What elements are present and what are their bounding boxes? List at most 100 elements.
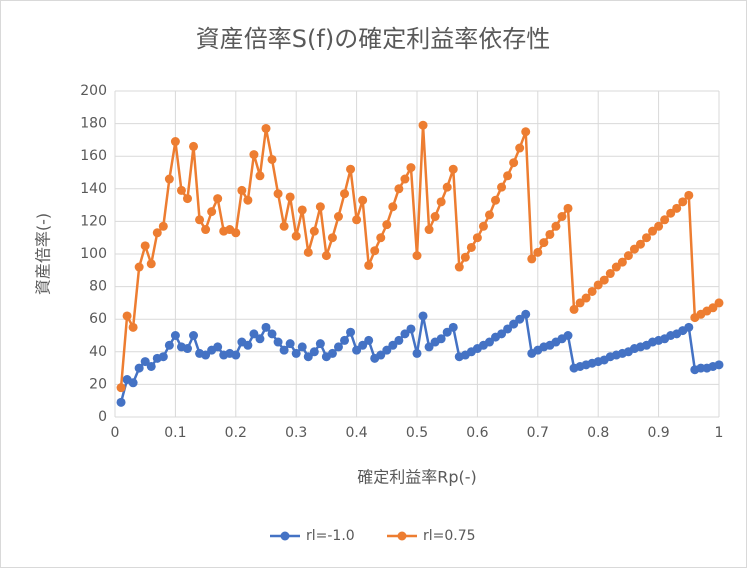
data-point bbox=[152, 228, 162, 238]
data-point bbox=[182, 194, 192, 204]
data-point bbox=[176, 185, 186, 195]
data-point bbox=[346, 164, 356, 174]
data-point bbox=[412, 251, 422, 261]
data-point bbox=[684, 190, 694, 200]
x-tick-label: 0.6 bbox=[466, 425, 488, 441]
data-point bbox=[491, 195, 501, 205]
data-point bbox=[146, 259, 156, 269]
data-point bbox=[575, 298, 585, 308]
data-point bbox=[291, 348, 301, 358]
data-point bbox=[635, 239, 645, 249]
data-point bbox=[333, 342, 343, 352]
data-point bbox=[340, 335, 350, 345]
data-point bbox=[279, 221, 289, 231]
y-tick-label: 100 bbox=[80, 246, 107, 262]
data-point bbox=[545, 229, 555, 239]
data-point bbox=[509, 158, 519, 168]
y-tick-label: 160 bbox=[80, 148, 107, 164]
data-point bbox=[400, 329, 410, 339]
data-point bbox=[279, 345, 289, 355]
data-point bbox=[231, 350, 241, 360]
data-point bbox=[509, 319, 519, 329]
data-point bbox=[708, 303, 718, 313]
data-point bbox=[418, 311, 428, 321]
data-point bbox=[436, 334, 446, 344]
data-point bbox=[140, 357, 150, 367]
data-point bbox=[478, 221, 488, 231]
x-tick-label: 1 bbox=[715, 425, 724, 441]
data-point bbox=[593, 280, 603, 290]
data-point bbox=[297, 205, 307, 215]
data-point bbox=[515, 143, 525, 153]
data-point bbox=[243, 195, 253, 205]
y-axis-title: 資産倍率(-) bbox=[34, 213, 53, 295]
data-point bbox=[581, 293, 591, 303]
data-point bbox=[527, 254, 537, 264]
data-point bbox=[484, 210, 494, 220]
data-point bbox=[128, 378, 138, 388]
data-point bbox=[158, 221, 168, 231]
data-point bbox=[563, 203, 573, 213]
data-point bbox=[515, 314, 525, 324]
data-point bbox=[678, 197, 688, 207]
data-point bbox=[116, 397, 126, 407]
data-point bbox=[436, 197, 446, 207]
data-point bbox=[587, 286, 597, 296]
data-point bbox=[364, 260, 374, 270]
chart-title: 資産倍率S(f)の確定利益率依存性 bbox=[196, 25, 550, 53]
data-point bbox=[201, 350, 211, 360]
data-point bbox=[599, 275, 609, 285]
data-point bbox=[376, 233, 386, 243]
y-tick-label: 0 bbox=[98, 409, 107, 425]
x-tick-label: 0.2 bbox=[225, 425, 247, 441]
data-point bbox=[189, 141, 199, 151]
data-point bbox=[261, 322, 271, 332]
data-point bbox=[448, 322, 458, 332]
data-point bbox=[400, 174, 410, 184]
y-tick-label: 40 bbox=[89, 344, 107, 360]
data-point bbox=[660, 215, 670, 225]
y-tick-label: 120 bbox=[80, 213, 107, 229]
data-point bbox=[352, 215, 362, 225]
data-point bbox=[642, 233, 652, 243]
data-point bbox=[623, 251, 633, 261]
x-tick-label: 0.8 bbox=[587, 425, 609, 441]
data-point bbox=[497, 329, 507, 339]
data-point bbox=[714, 298, 724, 308]
data-point bbox=[146, 361, 156, 371]
data-point bbox=[170, 331, 180, 340]
data-point bbox=[442, 182, 452, 192]
data-point bbox=[140, 241, 150, 251]
data-point bbox=[424, 225, 434, 235]
data-point bbox=[442, 327, 452, 337]
data-point bbox=[243, 340, 253, 350]
data-point bbox=[358, 195, 368, 205]
data-point bbox=[213, 342, 223, 352]
x-tick-label: 0.1 bbox=[164, 425, 186, 441]
data-point bbox=[346, 327, 356, 337]
data-point bbox=[122, 311, 132, 321]
data-point bbox=[617, 257, 627, 267]
data-point bbox=[382, 220, 392, 230]
data-point bbox=[309, 347, 319, 357]
data-point bbox=[370, 246, 380, 256]
data-point bbox=[207, 207, 217, 217]
data-point bbox=[255, 171, 265, 181]
data-point bbox=[714, 360, 724, 370]
data-point bbox=[466, 242, 476, 252]
data-point bbox=[454, 262, 464, 272]
data-point bbox=[382, 345, 392, 355]
data-point bbox=[164, 174, 174, 184]
data-point bbox=[134, 363, 144, 373]
data-point bbox=[297, 342, 307, 352]
data-point bbox=[551, 221, 561, 231]
data-point bbox=[249, 150, 259, 160]
data-point bbox=[672, 203, 682, 213]
data-point bbox=[189, 331, 199, 340]
data-point bbox=[497, 182, 507, 192]
data-point bbox=[605, 269, 615, 279]
data-point bbox=[388, 202, 398, 212]
data-point bbox=[237, 185, 247, 195]
